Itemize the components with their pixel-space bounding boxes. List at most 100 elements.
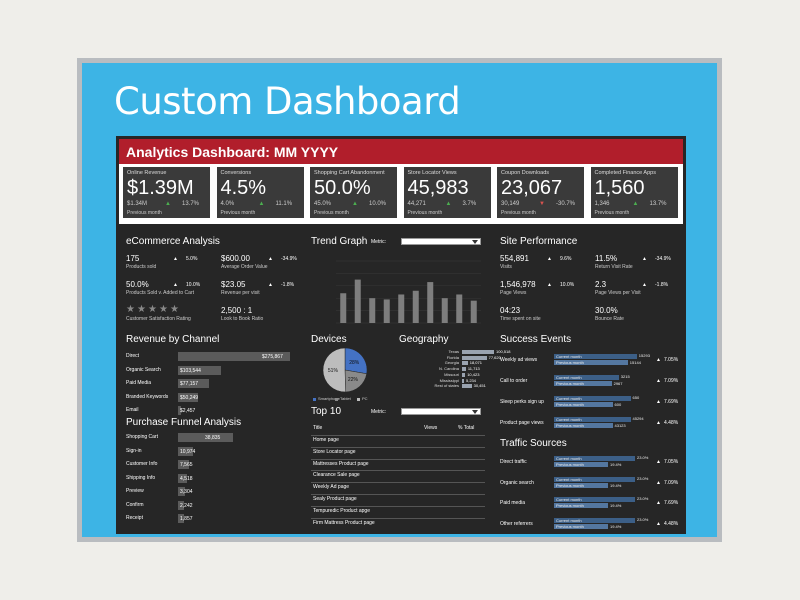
arrow-up-icon: ▲ (656, 420, 661, 426)
current-bar (554, 456, 635, 461)
arrow-up-icon: ▲ (173, 256, 178, 262)
row-divider (311, 482, 485, 484)
arrow-up-icon: ▲ (642, 282, 647, 288)
arrow-up-icon: ▲ (547, 256, 552, 262)
change-value: 7.69% (664, 399, 679, 405)
column-header-views: Views (424, 425, 438, 431)
table-row[interactable]: Clearance Sale page (313, 472, 360, 479)
table-row[interactable]: Tempuredic Product apge (313, 507, 370, 514)
legend-current: Current month (556, 517, 582, 523)
bar-value: $103,544 (180, 367, 201, 374)
bar (178, 514, 184, 523)
metric-label: Time spent on site (500, 316, 541, 322)
row-divider (311, 435, 485, 436)
bar-value: 4,518 (180, 475, 193, 482)
geo-value: 10,423 (467, 371, 480, 377)
kpi-change: 13.7% (649, 201, 667, 207)
metric-change: 5.0% (186, 256, 198, 262)
legend-current: Current month (556, 476, 582, 482)
previous-value: 15144 (629, 360, 641, 365)
kpi-change: 10.0% (369, 201, 387, 207)
metric-value: 175 (126, 254, 140, 263)
trend-bar (456, 294, 463, 323)
row-label: Sleep perks sign up (500, 399, 544, 405)
geo-value: 30,451 (473, 383, 486, 389)
metric-change: -34.9% (655, 256, 671, 262)
geo-bar (462, 378, 464, 383)
row-label: Preview (126, 488, 144, 494)
kpi-previous-value: $1.34M (127, 201, 148, 207)
kpi-value: $1.39M (127, 177, 194, 199)
table-row[interactable]: Mattresses Product page (313, 460, 369, 467)
table-row[interactable]: Firm Mattress Product page (313, 519, 375, 526)
top10-metric-label: Metric: (371, 409, 386, 415)
trend-bar (340, 293, 347, 323)
table-row[interactable]: Home page (313, 437, 339, 443)
change-value: 4.48% (664, 420, 679, 426)
trend-bar (383, 299, 390, 323)
kpi-strip: Online Revenue $1.39M $1.34M ▲ 13.7% Previous… (119, 164, 683, 224)
kpi-previous-value: 45.0% (314, 201, 332, 207)
trend-metric-select[interactable] (401, 238, 481, 245)
arrow-up-icon: ▲ (656, 520, 661, 527)
bar (178, 406, 181, 415)
arrow-up-icon: ▲ (656, 378, 661, 384)
current-bar (554, 354, 637, 359)
kpi-value: 23,067 (501, 177, 563, 199)
metric-value: 1,546,978 (500, 280, 536, 289)
current-value: 23.0% (637, 516, 649, 522)
bar (178, 379, 210, 388)
row-label: Sign-in (126, 447, 142, 454)
row-label: Product page views (500, 420, 544, 426)
trend-bar (354, 279, 361, 323)
kpi-value: 4.5% (220, 177, 267, 199)
geo-value: 18,071 (469, 360, 482, 366)
previous-bar (554, 360, 628, 365)
kpi-label: Store Locator Views (407, 170, 457, 176)
bar (178, 392, 199, 402)
kpi-card: Conversions 4.5% 4.0% ▲ 11.1% Previous month (216, 167, 304, 218)
metric-label: Revenue per visit (221, 290, 260, 296)
current-value: 650 (632, 395, 640, 400)
trend-bar (427, 282, 434, 323)
table-row[interactable]: Store Locator page (313, 448, 356, 455)
change-value: 4.48% (664, 520, 679, 527)
geography-title: Geography (399, 334, 449, 345)
kpi-value: 1,560 (594, 177, 645, 199)
metric-change: 10.0% (560, 282, 575, 288)
traffic-sources-title: Traffic Sources (500, 438, 567, 449)
table-row[interactable]: Sealy Product page (313, 496, 357, 502)
metric-value: 30.0% (595, 306, 618, 315)
kpi-note: Previous month (314, 210, 349, 216)
change-value: 7.05% (664, 357, 679, 363)
kpi-change: 13.7% (182, 201, 200, 207)
geo-value: 100,518 (496, 349, 511, 354)
arrow-down-icon: ▼ (539, 201, 545, 207)
kpi-label: Coupon Downloads (501, 170, 550, 176)
arrow-up-icon: ▲ (656, 479, 661, 486)
star-icon: ★ (148, 304, 157, 315)
legend-swatch (335, 398, 338, 401)
legend-previous: Previous month (556, 523, 584, 529)
geo-bar (462, 355, 487, 360)
bar (178, 352, 290, 361)
geo-value: 11,713 (467, 366, 480, 372)
bar-value: $77,157 (180, 381, 199, 387)
metric-label: Visits (500, 264, 512, 270)
dashboard-panel: Analytics Dashboard: MM YYYY Online Reve… (116, 136, 686, 534)
row-label: Receipt (126, 515, 143, 521)
row-label: Paid Media (126, 380, 152, 386)
legend-current: Current month (556, 417, 582, 422)
bar-value: 7,565 (180, 462, 193, 468)
legend-current: Current month (556, 456, 582, 461)
change-value: 7.09% (664, 378, 679, 384)
row-divider (311, 470, 485, 472)
metric-value: 554,891 (500, 254, 529, 263)
metric-value: 2,500 : 1 (221, 306, 253, 315)
legend-current: Current month (556, 375, 582, 380)
star-icon: ★ (159, 304, 168, 315)
top10-metric-select[interactable] (401, 408, 481, 415)
table-row[interactable]: Weekly Ad page (313, 484, 350, 491)
row-label: Customer Info (126, 461, 158, 467)
kpi-label: Online Revenue (127, 170, 167, 176)
